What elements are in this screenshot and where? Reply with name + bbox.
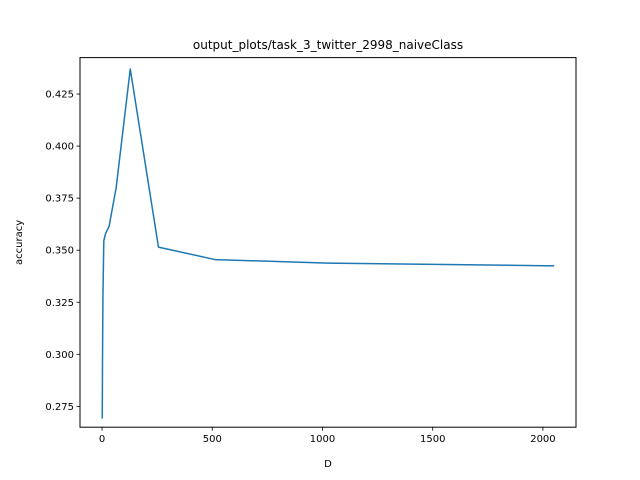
y-tick-label: 0.425 <box>45 90 74 101</box>
series-layer <box>101 68 555 419</box>
chart-title: output_plots/task_3_twitter_2998_naiveCl… <box>193 38 463 52</box>
y-tick-label: 0.375 <box>45 194 74 205</box>
y-tick-label: 0.325 <box>45 298 74 309</box>
ticks-layer: 0 500 1000 1500 2000 0.275 0.300 0.325 0.350 0.37… <box>45 90 555 446</box>
series-line-0 <box>101 68 555 419</box>
y-tick-label: 0.350 <box>45 246 74 257</box>
x-tick-label: 2000 <box>530 434 555 445</box>
plot-frame <box>79 57 577 428</box>
y-tick-label: 0.275 <box>45 402 74 413</box>
x-tick-label: 1000 <box>310 434 335 445</box>
x-tick-label: 0 <box>99 434 105 445</box>
y-axis-label: accuracy <box>14 220 25 265</box>
x-tick-label: 500 <box>203 434 222 445</box>
x-tick-label: 1500 <box>420 434 445 445</box>
x-axis-label: D <box>324 459 332 470</box>
y-tick-label: 0.300 <box>45 350 74 361</box>
y-tick-label: 0.400 <box>45 142 74 153</box>
